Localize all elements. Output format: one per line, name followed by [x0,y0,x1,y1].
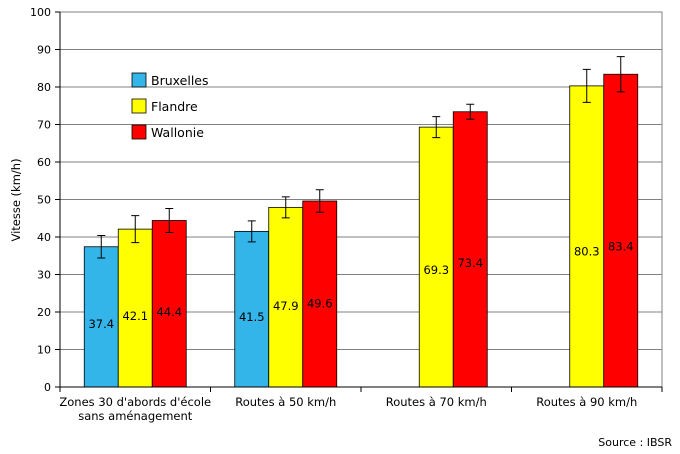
source-note: Source : IBSR [598,436,672,449]
legend-label-flandre: Flandre [151,99,198,114]
bars: 37.4 42.1 44.4 41.5 47.9 49.6 69.3 73.4 80.3 83.4 [83,56,639,388]
legend-label-wallonie: Wallonie [151,125,204,140]
y-tick-label: 100 [30,6,51,19]
bar-flandre [418,126,454,388]
bar-flandre [569,85,605,388]
y-tick-label: 20 [37,306,51,319]
category-label: Zones 30 d'abords d'école [59,395,211,409]
axes: 0 10 20 30 40 50 60 70 80 90 100 Zones 30 d'abords … [30,6,663,423]
data-label: 41.5 [239,310,265,324]
y-tick-label: 50 [37,194,51,207]
bar-wallonie [603,73,639,388]
y-axis-label: Vitesse (km/h) [9,158,23,241]
bar-bruxelles [83,246,119,388]
legend-swatch-bruxelles [131,72,147,88]
y-tick-label: 80 [37,81,51,94]
data-label: 37.4 [88,317,114,331]
category-label: Routes à 70 km/h [386,395,487,409]
legend-swatch-flandre [131,98,147,114]
data-label: 42.1 [122,309,148,323]
bar-bruxelles [234,230,270,388]
y-tick-label: 90 [37,44,51,57]
y-tick-label: 0 [44,381,51,394]
bar-flandre [268,206,304,388]
category-label: Routes à 50 km/h [235,395,336,409]
data-label: 73.4 [457,256,483,270]
bar-wallonie [302,200,338,388]
y-tick-label: 60 [37,156,51,169]
bar-wallonie [151,220,187,388]
category-label: sans aménagement [78,409,193,423]
y-tick-label: 30 [37,269,51,282]
data-label: 83.4 [608,239,634,253]
data-label: 49.6 [307,296,333,310]
legend-swatch-wallonie [131,124,147,140]
y-tick-label: 70 [37,119,51,132]
data-label: 69.3 [423,263,449,277]
data-label: 44.4 [156,305,182,319]
legend-label-bruxelles: Bruxelles [151,73,209,88]
bar-wallonie [452,111,488,388]
y-tick-label: 10 [37,344,51,357]
data-label: 47.9 [273,299,299,313]
legend: Bruxelles Flandre Wallonie [131,72,209,140]
category-label: Routes à 90 km/h [536,395,637,409]
data-label: 80.3 [574,244,600,258]
y-tick-label: 40 [37,231,51,244]
